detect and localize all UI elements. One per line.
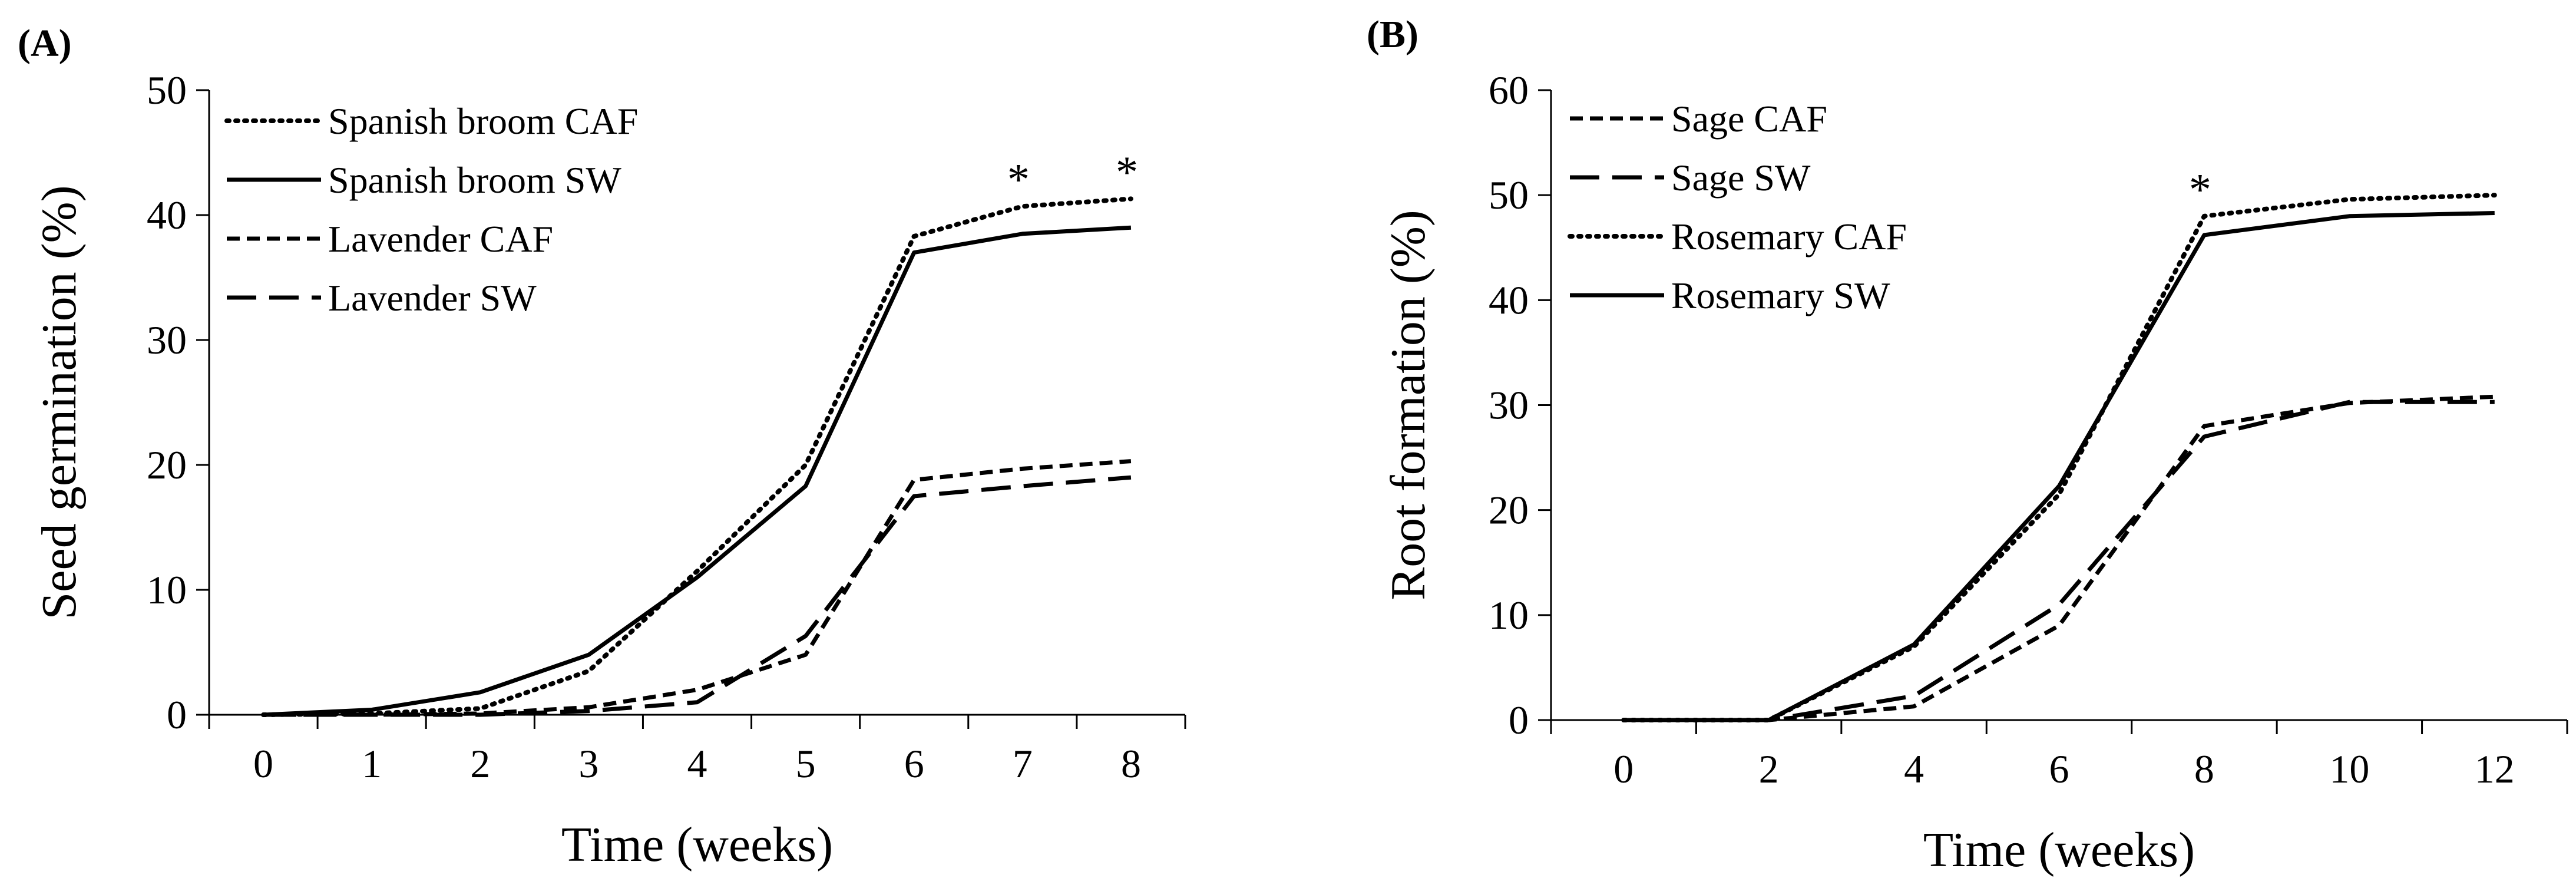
y-tick-label: 10 [147, 567, 187, 612]
y-tick-label: 20 [1489, 488, 1529, 533]
x-tick-label: 6 [2049, 747, 2069, 791]
series-line-sage-sw [1623, 400, 2495, 722]
x-tick-label: 3 [578, 741, 598, 786]
y-tick-label: 20 [147, 443, 187, 487]
series-line-lavender-caf [263, 459, 1132, 717]
y-tick-label: 10 [1489, 593, 1529, 638]
y-axis-title: Seed germination (%) [32, 185, 87, 619]
significance-marker: * [1007, 155, 1030, 204]
legend-entry-label: Sage SW [1671, 157, 1811, 199]
x-tick-label: 6 [904, 741, 924, 786]
y-tick-label: 40 [1489, 278, 1529, 322]
x-tick-label: 5 [796, 741, 816, 786]
legend-entry-label: Spanish broom CAF [328, 100, 638, 142]
legend-entry-label: Lavender CAF [328, 218, 553, 260]
y-tick-label: 30 [147, 318, 187, 362]
panel-label: (B) [1367, 13, 1418, 56]
x-tick-label: 10 [2329, 747, 2369, 791]
series-line-sage-caf [1623, 394, 2495, 722]
legend-entry-label: Lavender SW [328, 277, 537, 319]
significance-marker: * [1116, 147, 1138, 197]
series-line-spanish-broom-caf [261, 196, 1133, 717]
series-line-lavender-sw [263, 475, 1132, 717]
series-line-rosemary-caf [1621, 193, 2497, 722]
panel-label: (A) [18, 22, 72, 65]
x-tick-label: 2 [1759, 747, 1779, 791]
y-tick-label: 60 [1489, 68, 1529, 113]
y-tick-label: 30 [1489, 383, 1529, 428]
x-tick-label: 0 [253, 741, 273, 786]
x-tick-label: 12 [2475, 747, 2515, 791]
y-tick-label: 40 [147, 193, 187, 237]
x-tick-label: 1 [362, 741, 382, 786]
x-tick-label: 2 [470, 741, 490, 786]
legend-entry-label: Rosemary CAF [1671, 216, 1907, 258]
x-tick-label: 7 [1013, 741, 1033, 786]
x-tick-label: 8 [2194, 747, 2214, 791]
y-tick-label: 0 [167, 692, 187, 737]
legend-entry-label: Rosemary SW [1671, 275, 1890, 316]
x-tick-label: 4 [687, 741, 707, 786]
y-tick-label: 50 [147, 68, 187, 113]
legend-entry-label: Spanish broom SW [328, 159, 621, 201]
panel-b-line-chart: (B) 0 10 20 30 40 50 60 0 2 4 6 8 10 12 Time (weeks) Roo… [1367, 13, 2568, 877]
panel-a-line-chart: (A) 0 10 20 30 40 50 0 1 2 3 4 5 6 7 8 Time (weeks) Seed … [18, 22, 1186, 872]
x-axis-title: Time (weeks) [561, 817, 833, 872]
x-tick-label: 4 [1904, 747, 1924, 791]
legend-entry-label: Sage CAF [1671, 98, 1827, 140]
series-line-rosemary-sw [1623, 211, 2495, 722]
y-axis-title: Root formation (%) [1381, 210, 1436, 600]
x-tick-label: 8 [1121, 741, 1141, 786]
series-line-spanish-broom-sw [263, 225, 1132, 717]
significance-marker: * [2189, 165, 2211, 214]
y-tick-label: 50 [1489, 173, 1529, 217]
y-tick-label: 0 [1509, 698, 1529, 742]
x-axis-title: Time (weeks) [1923, 823, 2195, 877]
x-tick-label: 0 [1613, 747, 1633, 791]
